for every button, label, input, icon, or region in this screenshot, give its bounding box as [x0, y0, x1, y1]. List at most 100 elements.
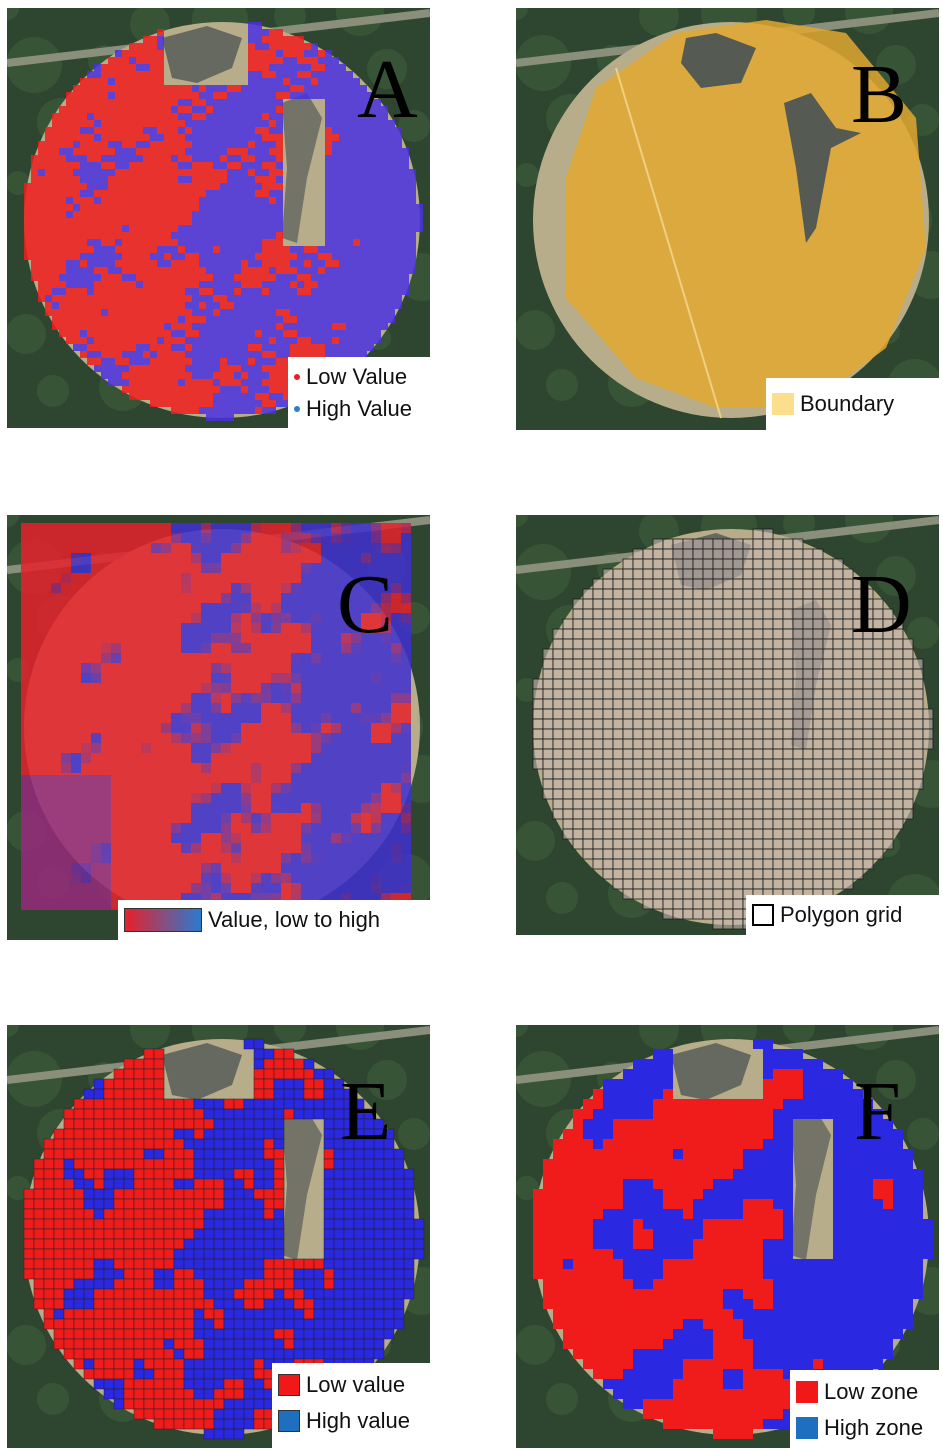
polygon-cell — [833, 839, 843, 849]
grid-cell — [52, 113, 59, 120]
polygon-cell — [803, 859, 813, 869]
grid-cell — [409, 225, 416, 232]
polygon-cell — [733, 719, 743, 729]
grid-cell — [374, 330, 381, 337]
polygon-cell — [603, 759, 613, 769]
polygon-cell — [763, 619, 773, 629]
grid-cell — [108, 197, 115, 204]
polygon-cell — [693, 569, 703, 579]
grid-cell — [192, 113, 199, 120]
polygon-cell — [683, 579, 693, 589]
polygon-cell — [653, 689, 663, 699]
grid-cell — [108, 78, 115, 85]
polygon-cell — [673, 689, 683, 699]
polygon-cell — [563, 629, 573, 639]
grid-cell — [214, 1279, 224, 1289]
grid-cell — [227, 302, 234, 309]
grid-cell — [388, 316, 395, 323]
grid-cell — [184, 1409, 194, 1419]
grid-cell — [346, 99, 353, 106]
grid-cell — [164, 190, 171, 197]
grid-cell — [311, 323, 318, 330]
surface-cell — [71, 763, 81, 773]
grid-cell — [94, 1189, 104, 1199]
polygon-cell — [883, 729, 893, 739]
grid-cell — [194, 1199, 204, 1209]
polygon-cell — [773, 649, 783, 659]
grid-cell — [150, 365, 157, 372]
polygon-cell — [553, 659, 563, 669]
grid-cell — [381, 190, 388, 197]
grid-cell — [144, 1209, 154, 1219]
grid-cell — [104, 1189, 114, 1199]
grid-cell — [84, 1349, 94, 1359]
polygon-cell — [593, 829, 603, 839]
grid-cell — [234, 99, 241, 106]
polygon-cell — [613, 579, 623, 589]
surface-cell — [291, 803, 301, 813]
grid-cell — [122, 71, 129, 78]
grid-cell — [297, 330, 304, 337]
polygon-cell — [723, 909, 733, 919]
surface-cell — [181, 633, 191, 643]
grid-cell — [194, 1359, 204, 1369]
grid-cell — [304, 71, 311, 78]
polygon-cell — [713, 599, 723, 609]
grid-cell — [73, 183, 80, 190]
grid-cell — [136, 316, 143, 323]
grid-cell — [262, 36, 269, 43]
surface-cell — [181, 843, 191, 853]
grid-cell — [276, 288, 283, 295]
surface-cell — [261, 813, 271, 823]
polygon-cell — [783, 559, 793, 569]
grid-cell — [104, 1369, 114, 1379]
polygon-cell — [693, 619, 703, 629]
surface-cell — [281, 863, 291, 873]
grid-cell — [185, 127, 192, 134]
grid-cell — [164, 85, 171, 92]
polygon-cell — [683, 549, 693, 559]
grid-cell — [388, 169, 395, 176]
grid-cell — [276, 337, 283, 344]
polygon-cell — [633, 719, 643, 729]
grid-cell — [134, 1319, 144, 1329]
grid-cell — [24, 183, 31, 190]
polygon-cell — [583, 799, 593, 809]
grid-cell — [318, 57, 325, 64]
surface-cell — [211, 633, 221, 643]
polygon-cell — [803, 809, 813, 819]
surface-cell — [291, 883, 301, 893]
grid-cell — [248, 127, 255, 134]
polygon-cell — [673, 729, 683, 739]
grid-cell — [54, 1269, 64, 1279]
grid-cell — [122, 232, 129, 239]
grid-cell — [381, 281, 388, 288]
polygon-cell — [713, 689, 723, 699]
grid-cell — [276, 141, 283, 148]
surface-cell — [381, 743, 391, 753]
polygon-cell — [893, 759, 903, 769]
grid-cell — [101, 127, 108, 134]
polygon-cell — [863, 789, 873, 799]
grid-cell — [74, 1299, 84, 1309]
grid-cell — [374, 274, 381, 281]
grid-cell — [199, 239, 206, 246]
grid-cell — [122, 330, 129, 337]
grid-cell — [339, 92, 346, 99]
grid-cell — [104, 1109, 114, 1119]
polygon-cell — [613, 879, 623, 889]
grid-cell — [104, 1269, 114, 1279]
grid-cell — [66, 113, 73, 120]
grid-cell — [262, 379, 269, 386]
grid-cell — [367, 295, 374, 302]
polygon-cell — [543, 769, 553, 779]
grid-cell — [129, 155, 136, 162]
polygon-cell — [773, 799, 783, 809]
surface-cell — [391, 543, 401, 553]
grid-cell — [353, 260, 360, 267]
surface-cell — [231, 733, 241, 743]
grid-cell — [54, 1279, 64, 1289]
grid-cell — [59, 323, 66, 330]
polygon-cell — [763, 829, 773, 839]
grid-cell — [52, 316, 59, 323]
